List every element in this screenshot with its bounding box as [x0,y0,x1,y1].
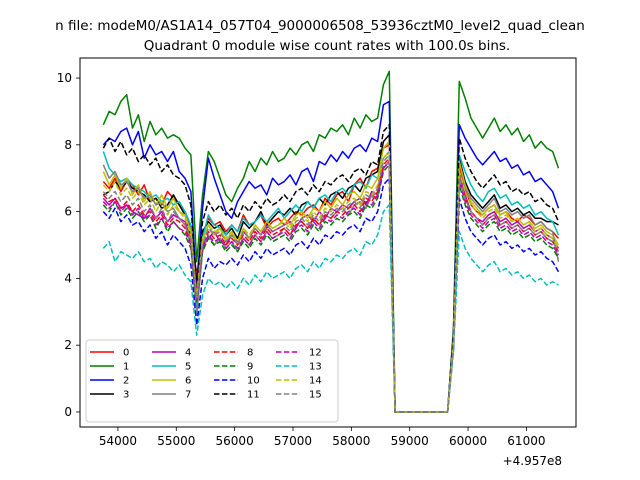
legend-label-4: 4 [185,348,191,359]
legend-label-14: 14 [309,376,322,387]
series-line-10 [102,177,560,413]
legend-label-5: 5 [185,362,191,373]
series-layer [102,70,560,413]
legend-label-10: 10 [247,376,260,387]
y-tick-label: 6 [64,205,72,219]
legend-label-15: 15 [309,390,322,401]
ticks-layer: 54000 55000 56000 57000 58000 59000 60000 61000… [57,71,546,448]
series-line-6 [102,140,560,413]
legend-label-9: 9 [247,362,253,373]
y-tick-label: 2 [64,338,72,352]
legend-label-0: 0 [123,348,129,359]
y-tick-label: 10 [57,71,72,85]
legend-label-2: 2 [123,376,129,387]
x-tick-label: 59000 [391,434,429,448]
legend-label-11: 11 [247,390,260,401]
y-tick-label: 0 [64,405,72,419]
x-tick-label: 57000 [274,434,312,448]
y-tick-label: 8 [64,138,72,152]
series-line-11 [102,124,560,413]
series-line-2 [102,100,560,413]
x-tick-label: 61000 [507,434,545,448]
legend-label-6: 6 [185,376,191,387]
axes-frame [79,57,577,428]
legend-label-8: 8 [247,348,253,359]
legend-box [85,339,339,423]
series-line-1 [102,70,560,413]
x-tick-label: 58000 [332,434,370,448]
x-tick-label: 60000 [449,434,487,448]
series-line-13 [102,204,559,413]
x-tick-label: 54000 [99,434,137,448]
y-tick-label: 4 [64,271,72,285]
x-tick-label: 56000 [216,434,254,448]
series-line-3 [102,134,559,413]
legend-label-3: 3 [123,390,129,401]
series-line-12 [102,160,560,413]
legend-label-12: 12 [309,348,322,359]
figure-suptitle: n file: modeM0/AS1A14_057T04_9000006508_… [55,18,585,34]
chart-title: Quadrant 0 module wise count rates with … [144,38,510,54]
legend-label-1: 1 [123,362,129,373]
legend-label-7: 7 [185,390,191,401]
series-line-5 [102,150,560,413]
series-line-15 [102,154,560,413]
legend-label-13: 13 [309,362,322,373]
series-line-14 [102,150,560,413]
x-offset-label: +4.957e8 [503,454,562,468]
x-tick-label: 55000 [157,434,195,448]
